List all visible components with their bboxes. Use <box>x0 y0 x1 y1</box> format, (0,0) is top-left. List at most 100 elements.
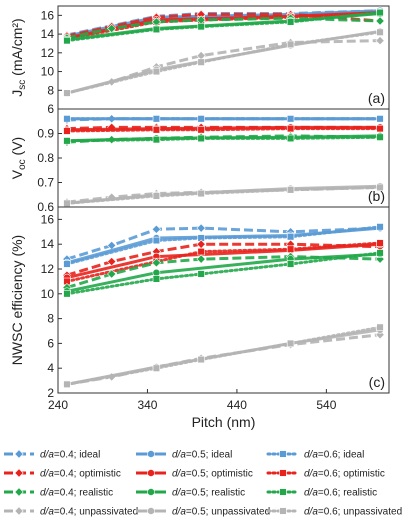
data-point <box>14 449 24 459</box>
data-point <box>14 487 24 497</box>
data-point <box>197 189 205 198</box>
data-point <box>14 468 24 478</box>
data-point <box>63 290 71 298</box>
data-point <box>152 135 161 144</box>
data-point <box>63 89 71 97</box>
y-tick-label: 0.8 <box>37 151 54 165</box>
data-point <box>286 40 295 49</box>
series-line <box>66 252 381 293</box>
legend-label: d/a=0.5; ideal <box>172 450 232 461</box>
series <box>62 330 385 389</box>
data-point <box>152 67 161 76</box>
legend-item: d/a=0.5; optimistic <box>136 469 253 480</box>
legend-label: d/a=0.4; ideal <box>40 450 100 461</box>
series <box>63 8 384 45</box>
data-point <box>152 268 161 277</box>
data-point <box>376 8 384 17</box>
data-point <box>147 488 155 496</box>
data-point <box>197 355 205 364</box>
legend-item: d/a=0.6; ideal <box>266 450 364 461</box>
legend-item: d/a=0.5; ideal <box>136 450 232 461</box>
data-point <box>107 269 117 279</box>
data-point <box>375 36 385 46</box>
data-point <box>147 450 155 458</box>
y-tick-label: 0.7 <box>37 176 54 190</box>
y-tick-label: 14 <box>41 237 55 251</box>
data-point <box>376 183 384 192</box>
series-line <box>65 127 382 133</box>
series <box>63 115 384 123</box>
legend: d/a=0.4; ideal d/a=0.5; ideal d/a=0.6; ide… <box>4 449 402 518</box>
data-point <box>63 137 71 145</box>
legend-label: d/a=0.6; optimistic <box>304 469 385 480</box>
data-point <box>286 186 295 194</box>
legend-item: d/a=0.6; unpassivated <box>266 507 402 518</box>
legend-label: d/a=0.4; realistic <box>40 488 113 499</box>
x-tick-label: 240 <box>48 398 68 412</box>
data-point <box>376 115 384 123</box>
data-point <box>286 124 295 133</box>
data-point <box>286 233 295 241</box>
series-line <box>65 325 382 386</box>
y-tick-label: 6 <box>47 336 54 350</box>
data-point <box>286 339 295 348</box>
data-point <box>376 133 384 141</box>
y-tick-label: 16 <box>41 212 55 226</box>
y-tick-label: 12 <box>41 46 55 60</box>
panel-b: 0.6 0.7 0.8 0.9 (b) Voc (V) <box>9 108 390 214</box>
y-tick-label: 4 <box>47 361 54 375</box>
y-tick-label: 0.6 <box>37 200 54 214</box>
data-point <box>376 323 384 331</box>
data-point <box>279 450 287 458</box>
data-point <box>196 254 206 264</box>
data-point <box>376 249 384 257</box>
data-point <box>279 469 287 477</box>
data-point <box>152 192 161 200</box>
y-axis-label: Jsc (mA/cm²) <box>9 18 28 96</box>
data-point <box>152 115 161 123</box>
x-tick-label: 540 <box>316 398 336 412</box>
legend-label: d/a=0.4; unpassivated <box>40 507 138 518</box>
series-line <box>66 242 381 277</box>
data-point <box>376 223 384 231</box>
legend-label: d/a=0.5; realistic <box>172 488 245 499</box>
data-point <box>147 469 155 477</box>
legend-item: d/a=0.4; optimistic <box>4 468 121 480</box>
data-point <box>63 260 71 268</box>
data-point <box>197 58 205 66</box>
series-line <box>66 333 381 386</box>
data-point <box>197 115 205 123</box>
series-line <box>66 39 381 95</box>
data-point <box>286 115 295 123</box>
legend-label: d/a=0.5; unpassivated <box>172 507 270 518</box>
data-point <box>279 488 287 496</box>
panel-label: (a) <box>368 90 385 106</box>
y-tick-label: 10 <box>41 287 55 301</box>
panel-a: 6 8 10 12 14 16 (a) Jsc (mA/cm²) <box>9 5 390 116</box>
legend-label: d/a=0.6; ideal <box>304 450 364 461</box>
data-point <box>197 270 205 278</box>
data-point <box>197 126 205 134</box>
data-point <box>147 507 155 515</box>
series <box>63 124 384 135</box>
legend-label: d/a=0.6; unpassivated <box>304 507 402 518</box>
y-tick-label: 10 <box>41 65 55 79</box>
data-point <box>279 507 287 515</box>
data-point <box>63 127 71 135</box>
legend-item: d/a=0.4; unpassivated <box>4 506 138 518</box>
data-point <box>152 25 161 34</box>
y-tick-label: 0.9 <box>37 127 54 141</box>
series <box>63 183 384 207</box>
y-tick-label: 16 <box>41 8 55 22</box>
y-axis-label: Voc (V) <box>9 137 28 179</box>
x-tick-label: 340 <box>137 398 157 412</box>
series <box>63 249 384 298</box>
data-point <box>197 22 205 31</box>
data-point <box>152 275 161 283</box>
y-tick-label: 2 <box>47 386 54 400</box>
panel-c: 2 4 6 8 10 12 14 16 (c) NWSC efficiency (%) 240 340… <box>9 206 390 430</box>
y-tick-label: 6 <box>47 102 54 116</box>
data-point <box>197 247 205 256</box>
data-point <box>376 124 384 133</box>
